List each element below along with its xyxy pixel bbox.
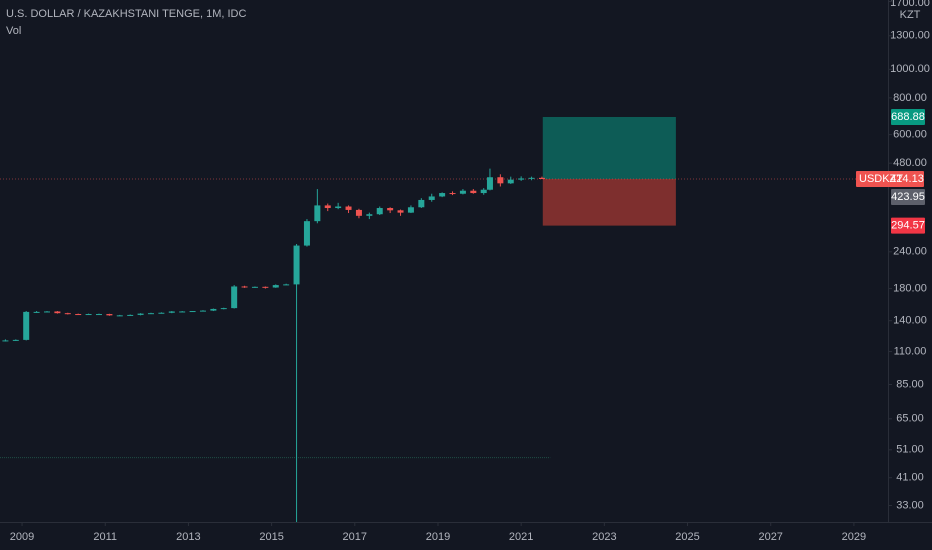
target-tag: 688.88 xyxy=(891,111,925,123)
candle-body xyxy=(137,313,144,315)
candle-body xyxy=(64,313,71,315)
y-tick-label: 140.00 xyxy=(893,315,927,327)
candle-body xyxy=(106,314,113,316)
y-tick-label: 110.00 xyxy=(894,345,927,357)
x-tick-label: 2027 xyxy=(758,531,782,543)
candle-body xyxy=(480,189,487,194)
candle-body xyxy=(272,285,279,288)
candle-body xyxy=(116,315,123,317)
y-tick-label: 800.00 xyxy=(893,92,927,104)
y-tick-label: 240.00 xyxy=(893,246,927,258)
candle-body xyxy=(179,311,186,313)
candle-body xyxy=(303,221,310,246)
candle-body xyxy=(387,208,394,211)
candle-body xyxy=(283,284,290,286)
candle-body xyxy=(43,311,50,313)
candle-body xyxy=(168,311,175,313)
reference-tag: 423.95 xyxy=(891,191,925,203)
candle-body xyxy=(459,190,466,194)
x-tick-label: 2009 xyxy=(10,531,34,543)
candle-body xyxy=(293,245,300,285)
y-tick-label: 51.00 xyxy=(896,444,924,456)
candle-body xyxy=(470,190,477,194)
y-tick-label: 1000.00 xyxy=(890,63,930,75)
candle-body xyxy=(518,178,525,180)
candle-body xyxy=(241,286,248,288)
target-tag-bg xyxy=(891,108,925,125)
x-tick-label: 2013 xyxy=(176,531,200,543)
candle-body xyxy=(538,177,545,180)
candle-body xyxy=(210,308,217,311)
reference-tag-bg xyxy=(891,189,925,206)
candle-body xyxy=(324,205,331,209)
candle-body xyxy=(147,313,154,315)
candle-body xyxy=(407,207,414,213)
candle-body xyxy=(428,196,435,200)
candle-body xyxy=(486,177,493,190)
candle-body xyxy=(95,314,102,316)
x-tick-label: 2015 xyxy=(259,531,283,543)
candle-body xyxy=(439,193,446,197)
candle-body xyxy=(199,310,206,312)
y-tick-label: 1700.00 xyxy=(890,0,930,9)
last-price-symbol: USDKZT xyxy=(859,173,903,185)
candle-body xyxy=(158,312,165,314)
x-tick-label: 2011 xyxy=(93,531,117,543)
candle-body xyxy=(2,340,9,342)
candle-body xyxy=(75,314,82,316)
x-tick-label: 2019 xyxy=(426,531,450,543)
candle-body xyxy=(345,206,352,210)
candle-body xyxy=(85,314,92,316)
chart-subtitle: Vol xyxy=(6,25,21,37)
candle-body xyxy=(262,286,269,288)
y-tick-label: 480.00 xyxy=(893,157,927,169)
candle-body xyxy=(54,311,61,314)
y-tick-label: 65.00 xyxy=(896,413,924,425)
candle-body xyxy=(449,193,456,195)
candle-body xyxy=(355,209,362,216)
candle-body xyxy=(418,199,425,208)
x-tick-label: 2017 xyxy=(343,531,367,543)
y-tick-label: 600.00 xyxy=(893,129,927,141)
stop-tag: 294.57 xyxy=(891,220,925,232)
candle-body xyxy=(127,314,134,316)
y-tick-label: 41.00 xyxy=(896,472,924,484)
stop-tag-bg xyxy=(891,217,925,234)
candle-body xyxy=(314,205,321,222)
candle-body xyxy=(12,339,19,341)
x-tick-label: 2025 xyxy=(675,531,699,543)
last-price-tag-bg xyxy=(856,171,924,188)
x-tick-label: 2029 xyxy=(842,531,866,543)
candle-body xyxy=(397,210,404,213)
candle-body xyxy=(33,311,40,313)
x-tick-label: 2021 xyxy=(509,531,533,543)
y-tick-label: 33.00 xyxy=(896,499,924,511)
stop-zone xyxy=(542,179,676,226)
y-tick-label: 85.00 xyxy=(896,378,924,390)
last-price-value: 424.13 xyxy=(890,173,924,185)
candle-body xyxy=(220,308,227,310)
candle-body xyxy=(497,177,504,184)
candle-body xyxy=(376,208,383,215)
candle-body xyxy=(335,206,342,209)
candle-body xyxy=(231,286,238,309)
y-tick-label: 180.00 xyxy=(893,282,927,294)
candle-body xyxy=(23,311,30,340)
y-unit: KZT xyxy=(900,9,921,21)
candle-body xyxy=(251,286,258,288)
x-tick-label: 2023 xyxy=(592,531,616,543)
candle-body xyxy=(528,177,535,179)
candle-body xyxy=(189,311,196,313)
target-zone xyxy=(542,116,676,180)
candle-body xyxy=(366,214,373,216)
y-tick-label: 1300.00 xyxy=(890,30,930,42)
candle-body xyxy=(507,179,514,184)
chart-title: U.S. DOLLAR / KAZAKHSTANI TENGE, 1M, IDC xyxy=(6,8,246,20)
